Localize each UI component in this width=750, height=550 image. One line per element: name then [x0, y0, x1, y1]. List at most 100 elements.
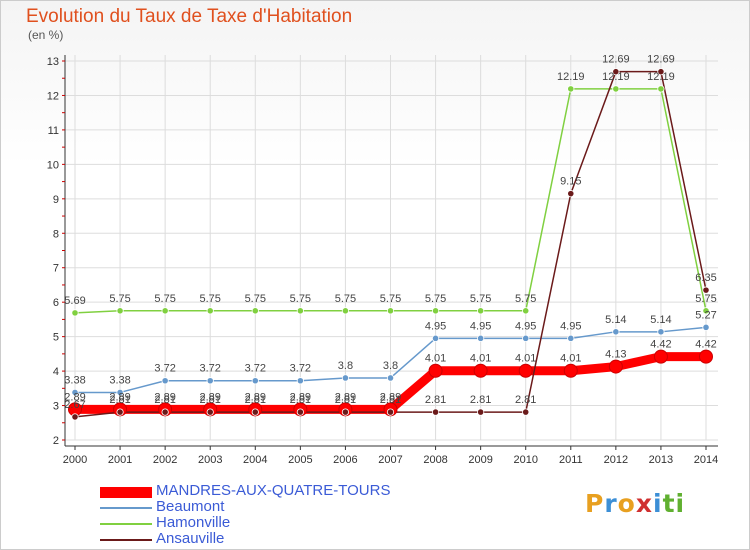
x-tick-label: 2014 — [694, 454, 718, 466]
x-tick-label: 2007 — [378, 454, 402, 466]
data-point — [296, 408, 304, 416]
data-point — [251, 408, 259, 416]
data-label: 12.69 — [602, 54, 630, 66]
data-label: 2.89 — [290, 391, 311, 403]
y-tick-label: 6 — [53, 297, 59, 309]
x-tick-label: 2009 — [468, 454, 492, 466]
data-point — [71, 413, 79, 421]
data-label: 2.89 — [154, 391, 175, 403]
data-point — [477, 408, 485, 416]
data-label: 6.35 — [695, 272, 716, 284]
data-point — [522, 334, 530, 342]
data-label: 3.38 — [109, 374, 130, 386]
data-point — [206, 408, 214, 416]
data-point — [116, 408, 124, 416]
y-tick-label: 9 — [53, 194, 59, 206]
legend-label: MANDRES-AUX-QUATRE-TOURS — [156, 482, 391, 499]
data-point — [563, 363, 578, 378]
data-label: 12.69 — [647, 54, 675, 66]
x-tick-label: 2003 — [198, 454, 222, 466]
data-label: 4.95 — [560, 320, 581, 332]
legend-swatch — [100, 507, 152, 509]
data-label: 5.75 — [109, 293, 130, 305]
data-label: 2.81 — [245, 394, 266, 406]
y-tick-label: 13 — [47, 56, 59, 68]
data-point — [386, 374, 395, 382]
data-point — [608, 359, 623, 374]
y-tick-label: 8 — [53, 228, 59, 240]
logo-letter: o — [617, 489, 636, 518]
data-label: 5.75 — [290, 293, 311, 305]
x-tick-label: 2005 — [288, 454, 312, 466]
data-point — [473, 363, 488, 378]
logo-letter: t — [662, 489, 676, 518]
legend-swatch — [100, 487, 152, 498]
data-point — [431, 408, 440, 416]
data-point — [431, 307, 440, 315]
data-label: 5.75 — [200, 293, 221, 305]
data-label: 3.72 — [245, 363, 266, 375]
data-point — [657, 68, 665, 76]
data-label: 5.14 — [605, 314, 626, 326]
y-tick-label: 10 — [47, 159, 59, 171]
data-point — [116, 307, 124, 315]
data-label: 3.72 — [290, 363, 311, 375]
data-label: 4.01 — [515, 353, 536, 365]
data-label: 4.95 — [515, 320, 536, 332]
x-tick-label: 2004 — [243, 454, 267, 466]
x-tick-label: 2013 — [649, 454, 673, 466]
data-label: 3.72 — [154, 363, 175, 375]
data-point — [161, 377, 169, 385]
y-tick-label: 4 — [53, 366, 59, 378]
data-point — [251, 377, 259, 385]
data-label: 2.89 — [200, 391, 221, 403]
data-label: 5.14 — [650, 314, 671, 326]
x-tick-label: 2012 — [604, 454, 628, 466]
data-label: 4.01 — [425, 353, 446, 365]
data-label: 2.81 — [335, 394, 356, 406]
data-point — [477, 307, 485, 315]
data-point — [612, 68, 620, 76]
data-point — [702, 286, 710, 294]
data-label: 12.19 — [602, 71, 630, 83]
data-point — [702, 307, 710, 315]
data-label: 4.42 — [650, 339, 671, 351]
proxiti-logo: Proxiti — [585, 489, 685, 518]
data-label: 5.75 — [335, 293, 356, 305]
data-label: 3.8 — [338, 360, 353, 372]
data-point — [71, 388, 79, 397]
y-tick-label: 3 — [53, 401, 59, 413]
data-label: 5.75 — [425, 293, 446, 305]
legend-label: Hamonville — [156, 514, 231, 531]
data-label: 5.75 — [515, 293, 536, 305]
y-tick-label: 12 — [47, 90, 59, 102]
data-point — [296, 307, 304, 315]
legend-swatch — [100, 523, 152, 525]
data-point — [428, 363, 443, 378]
data-label: 5.27 — [695, 309, 716, 321]
data-label: 4.42 — [695, 339, 716, 351]
data-label: 4.13 — [605, 349, 626, 361]
legend-label: Beaumont — [156, 498, 225, 515]
chart-title: Evolution du Taux de Taxe d'Habitation — [26, 6, 353, 27]
data-label: 5.75 — [695, 293, 716, 305]
data-label: 3.38 — [64, 374, 85, 386]
data-point — [653, 349, 668, 364]
data-point — [522, 408, 530, 416]
data-label: 2.81 — [425, 394, 446, 406]
data-point — [341, 408, 350, 416]
data-label: 12.19 — [557, 71, 585, 83]
data-label: 2.67 — [64, 399, 85, 411]
legend-label: Ansauville — [156, 530, 225, 547]
data-label: 5.75 — [154, 293, 175, 305]
data-point — [567, 334, 575, 342]
data-label: 2.81 — [154, 394, 175, 406]
data-point — [567, 190, 575, 198]
data-label: 4.95 — [470, 320, 491, 332]
y-tick-label: 2 — [53, 435, 59, 447]
data-label: 2.89 — [380, 391, 401, 403]
y-tick-label: 5 — [53, 332, 59, 344]
x-tick-label: 2011 — [559, 454, 583, 466]
